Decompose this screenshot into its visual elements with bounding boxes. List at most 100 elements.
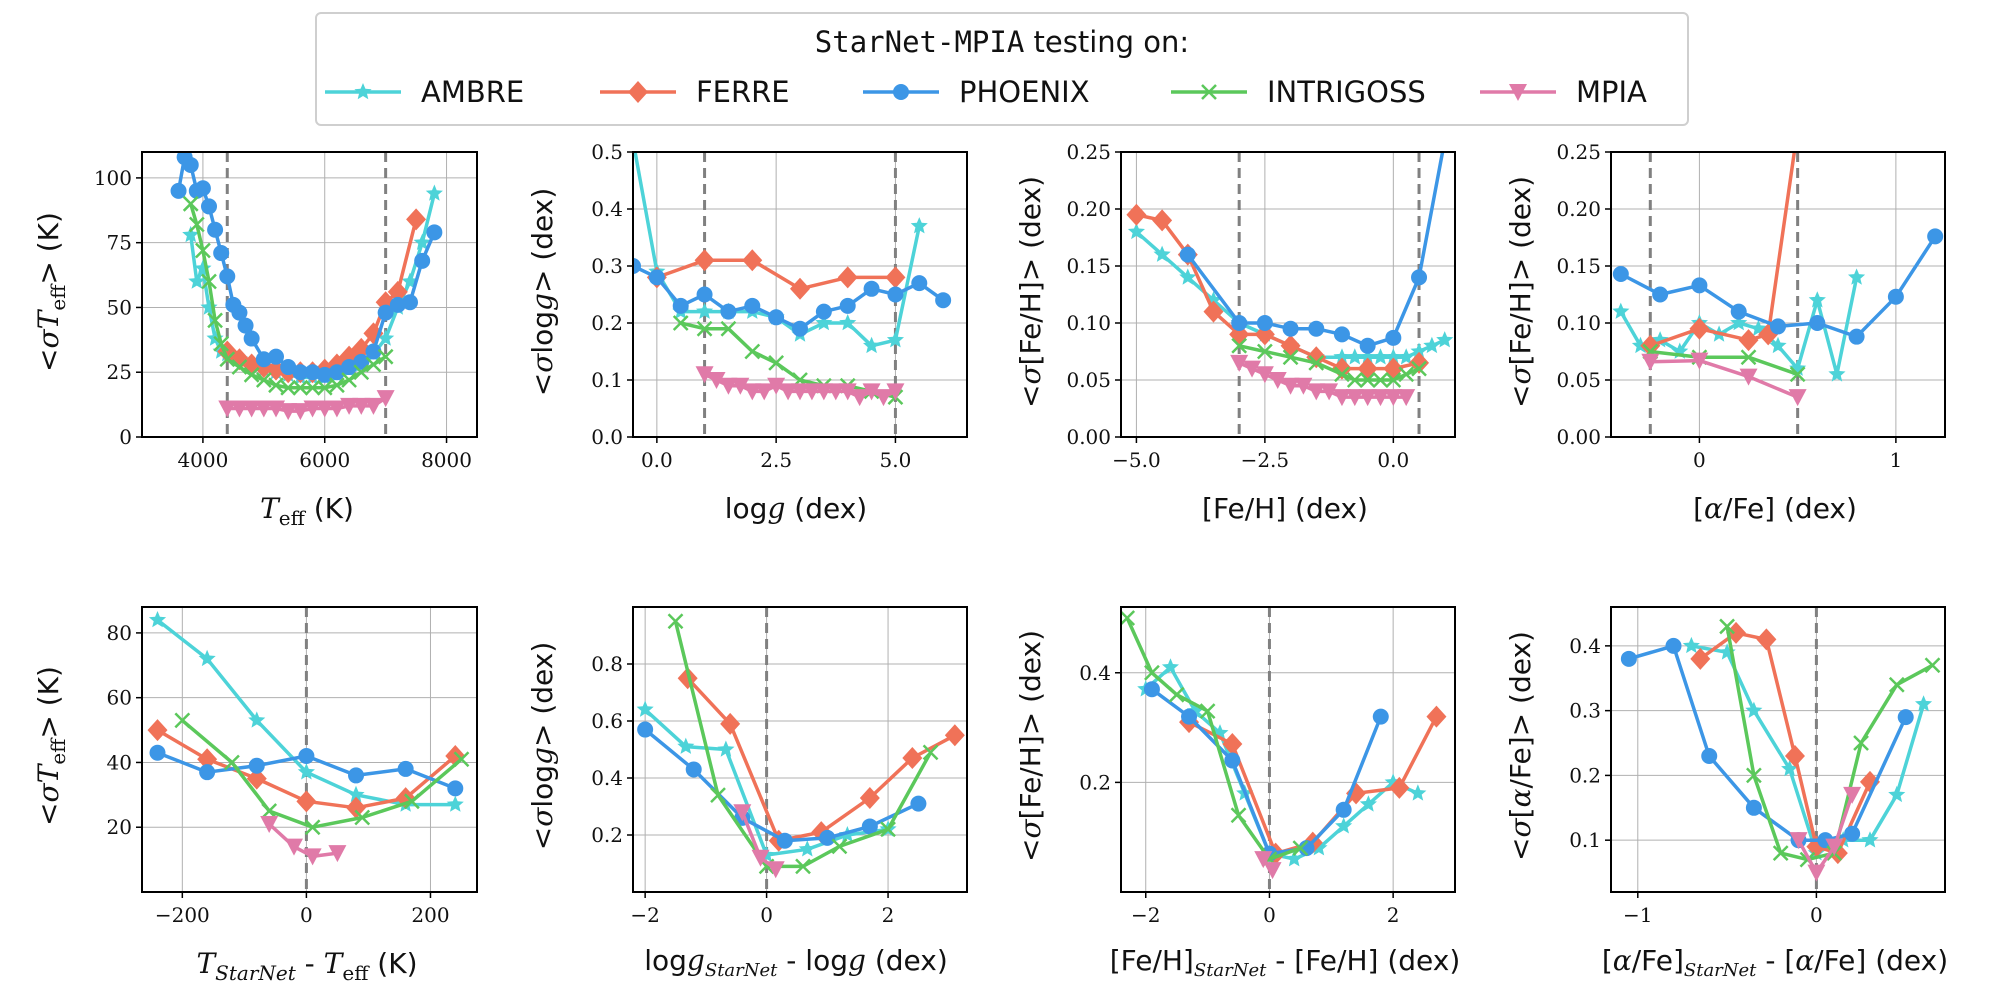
afe-x-tick-label: 0 — [1693, 448, 1706, 472]
afe-series-mpia-point — [1641, 353, 1660, 371]
afe-y-tick-label: 0.00 — [1556, 425, 1601, 449]
dteff-series-mpia-point — [284, 838, 303, 856]
feh-series-ambre-point — [1333, 348, 1351, 365]
afe-series-phoenix-point — [1770, 318, 1786, 335]
dteff-series-intrigoss-point — [224, 754, 240, 771]
logg-series-mpia-point — [802, 383, 821, 401]
dlogg-series-ferre-point — [859, 786, 880, 809]
logg-series-phoenix-point — [839, 297, 856, 314]
dafe-series-ambre-point — [1718, 643, 1736, 660]
legend: StarNet-MPIA testing on: AMBRE FERRE PHOEN… — [315, 12, 1689, 126]
teff-series-mpia-point — [291, 403, 310, 421]
logg-y-tick-label: 0.3 — [591, 254, 623, 278]
teff-series-mpia-point — [230, 400, 249, 418]
dfeh-series-intrigoss-point — [1292, 840, 1309, 857]
feh-series-mpia-point — [1255, 366, 1274, 384]
legend-entry-phoenix: PHOENIX — [863, 75, 1090, 109]
dafe-series-ferre-point — [1756, 628, 1777, 651]
dfeh-series-intrigoss-line — [1125, 617, 1301, 861]
logg-series-ambre-point — [624, 132, 641, 148]
dteff-series-phoenix-point — [298, 747, 315, 764]
dafe-series-mpia-point — [1807, 864, 1826, 882]
dlogg-series-mpia-point — [766, 861, 785, 879]
teff-series-phoenix-point — [402, 294, 418, 311]
dteff-series-ambre-point — [297, 763, 315, 780]
dteff-series-phoenix-point — [397, 760, 414, 777]
dafe-y-tick-label: 0.3 — [1569, 699, 1601, 723]
teff-series-phoenix-point — [389, 296, 406, 313]
afe-y-tick-label: 0.25 — [1556, 140, 1601, 164]
teff-series-intrigoss-point — [207, 312, 223, 329]
logg-series-mpia-point — [791, 383, 809, 401]
legend-entry-mpia: MPIA — [1480, 75, 1647, 109]
dfeh-y-tick-label: 0.4 — [1079, 661, 1111, 685]
teff-series-ferre-point — [406, 208, 427, 231]
dteff-series-phoenix-point — [447, 780, 464, 797]
legend-mpia-label: MPIA — [1576, 75, 1647, 109]
teff-y-tick-label: 50 — [107, 295, 132, 319]
teff-series-intrigoss-point — [213, 335, 230, 352]
dlogg-series-intrigoss-point — [795, 858, 811, 875]
feh-y-tick-label: 0.20 — [1066, 197, 1111, 221]
logg-series-phoenix-point — [863, 280, 880, 297]
dfeh-series-ambre-line — [1144, 665, 1419, 861]
feh-series-ferre-point — [1280, 334, 1301, 357]
logg-series-phoenix-point — [792, 320, 808, 337]
feh-x-tick-label: −5.0 — [1112, 448, 1161, 472]
afe-y-tick-label: 0.10 — [1556, 311, 1601, 335]
logg-series-phoenix-point — [672, 297, 689, 314]
dafe-series-intrigoss-point — [1853, 735, 1869, 751]
afe-series-ferre-point — [1788, 118, 1808, 140]
logg-series-ambre-point — [839, 314, 857, 331]
teff-series-intrigoss-point — [188, 216, 205, 233]
afe-series-ambre-point — [1769, 336, 1787, 354]
feh-x-tick-label: −2.5 — [1241, 448, 1290, 472]
logg-series-ambre-point — [863, 336, 881, 354]
dlogg-plot-area: −2 0 2 0.2 0.4 0.6 0.8 — [591, 606, 968, 927]
panel-afe: 0 10.000.050.100.150.200.25 [α/Fe] (dex) … — [1504, 118, 1946, 525]
dlogg-series-phoenix-point — [776, 832, 793, 849]
dfeh-series-phoenix-point — [1335, 801, 1352, 818]
feh-series-ambre-point — [1410, 342, 1428, 359]
teff-series-phoenix-point — [231, 304, 248, 321]
logg-series-ferre-point — [742, 249, 763, 272]
legend-ferre-marker — [628, 81, 648, 103]
logg-x-tick-label: 0.0 — [641, 448, 673, 472]
teff-series-intrigoss-point — [341, 372, 357, 388]
logg-series-ferre-point — [837, 266, 858, 289]
teff-series-mpia-point — [340, 397, 359, 415]
dlogg-series-intrigoss-point — [710, 787, 726, 803]
dteff-series-phoenix-point — [149, 744, 166, 761]
teff-x-tick-label: 4000 — [177, 448, 228, 472]
dafe-series-mpia-line — [1796, 794, 1854, 875]
afe-series-ferre-point — [1689, 317, 1710, 340]
dteff-y-tick-label: 40 — [107, 750, 132, 774]
afe-series-intrigoss-line — [1650, 349, 1799, 376]
dteff-series-ambre-point — [248, 711, 266, 728]
legend-phoenix-label: PHOENIX — [959, 75, 1090, 109]
dteff-series-mpia-line — [268, 822, 338, 859]
logg-series-mpia-point — [719, 377, 738, 395]
logg-series-mpia-point — [755, 383, 774, 401]
logg-series-phoenix-point — [815, 303, 832, 320]
teff-series-intrigoss-point — [304, 379, 321, 396]
dteff-series-intrigoss-point — [174, 712, 191, 729]
teff-series-intrigoss-point — [243, 366, 260, 383]
teff-series-mpia-point — [254, 400, 273, 418]
afe-series-phoenix-point — [1612, 265, 1629, 282]
dfeh-series-phoenix-point — [1372, 708, 1389, 725]
legend-title-mono: StarNet-MPIA — [815, 25, 1025, 59]
teff-series-mpia-point — [242, 400, 261, 418]
panel-dafe: −1 0 0.1 0.2 0.3 0.4 [α/Fe]StarNet - [α/Fe] (… — [1504, 606, 1948, 981]
feh-x-axis-title: [Fe/H] (dex) — [1202, 492, 1368, 525]
dafe-series-group — [1620, 618, 1941, 882]
dafe-series-intrigoss-line — [1725, 626, 1934, 862]
panel-teff: 4000 6000 8000 0 25 50 75 100 Teff (K) <σTeff> … — [32, 151, 478, 530]
logg-series-mpia-point — [874, 389, 893, 407]
feh-series-mpia-point — [1371, 389, 1390, 407]
dlogg-series-ferre-point — [944, 724, 965, 747]
feh-y-tick-label: 0.00 — [1066, 425, 1111, 449]
teff-series-mpia-point — [364, 397, 383, 415]
teff-series-intrigoss-point — [231, 359, 248, 375]
dfeh-series-ambre-point — [1335, 817, 1353, 834]
